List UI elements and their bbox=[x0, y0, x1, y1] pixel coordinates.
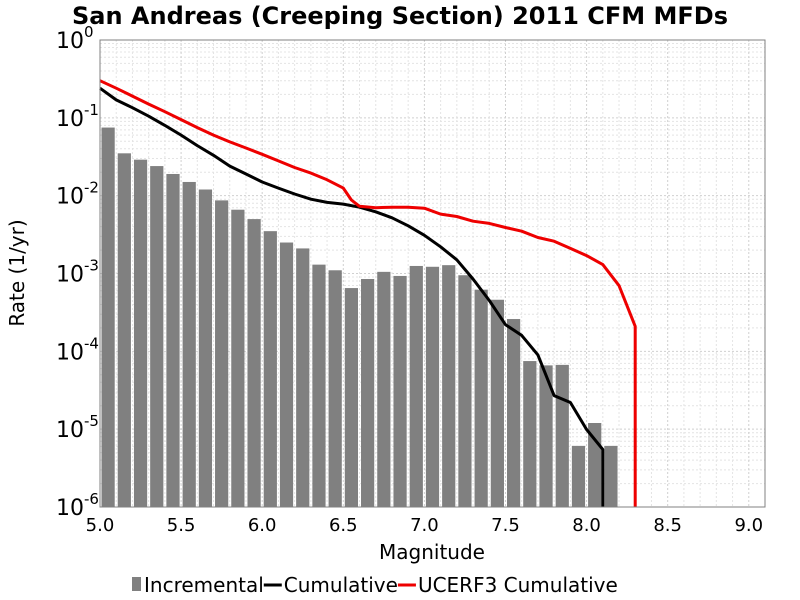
incremental-bar bbox=[166, 173, 180, 508]
x-tick-label: 5.5 bbox=[167, 515, 196, 536]
y-tick-labels: 100 10-1 10-2 10-3 10-4 10-5 10-6 bbox=[56, 23, 99, 521]
x-tick-labels: 5.0 5.5 6.0 6.5 7.0 7.5 8.0 8.5 9.0 bbox=[86, 515, 763, 536]
incremental-bar bbox=[182, 181, 196, 508]
incremental-bar bbox=[604, 445, 618, 507]
legend-swatch-incremental bbox=[132, 577, 141, 591]
legend-label: Incremental bbox=[144, 573, 264, 597]
incremental-bar bbox=[361, 278, 375, 507]
incremental-bar bbox=[328, 270, 342, 507]
y-axis-label: Rate (1/yr) bbox=[5, 219, 29, 326]
incremental-bar bbox=[409, 265, 423, 507]
legend-label: Cumulative bbox=[284, 573, 398, 597]
incremental-bar bbox=[215, 200, 229, 507]
legend: Incremental Cumulative UCERF3 Cumulative bbox=[132, 573, 618, 597]
incremental-bar bbox=[133, 159, 148, 507]
x-tick-label: 6.5 bbox=[329, 515, 358, 536]
incremental-bar bbox=[279, 242, 294, 507]
y-tick-label: 100 bbox=[56, 23, 94, 54]
incremental-bar bbox=[506, 319, 521, 507]
x-tick-label: 7.0 bbox=[410, 515, 439, 536]
incremental-bars bbox=[101, 127, 618, 508]
incremental-bar bbox=[344, 288, 359, 507]
y-tick-label: 10-4 bbox=[56, 334, 99, 365]
chart-title: San Andreas (Creeping Section) 2011 CFM … bbox=[72, 2, 728, 30]
incremental-bar bbox=[263, 231, 277, 507]
x-tick-label: 5.0 bbox=[86, 515, 115, 536]
incremental-bar bbox=[247, 219, 261, 507]
incremental-bar bbox=[377, 271, 391, 507]
x-tick-label: 9.0 bbox=[734, 515, 763, 536]
x-tick-label: 6.0 bbox=[248, 515, 277, 536]
incremental-bar bbox=[539, 365, 553, 507]
incremental-bar bbox=[150, 166, 164, 508]
y-tick-label: 10-6 bbox=[56, 490, 99, 521]
y-tick-label: 10-5 bbox=[56, 412, 99, 443]
incremental-bar bbox=[474, 289, 488, 507]
incremental-bar bbox=[198, 189, 213, 507]
legend-label: UCERF3 Cumulative bbox=[418, 573, 618, 597]
cumulative-lines bbox=[99, 79, 637, 507]
incremental-bar bbox=[490, 299, 504, 507]
incremental-bar bbox=[101, 127, 115, 507]
ucerf3-cumulative-line bbox=[99, 79, 637, 507]
y-tick-label: 10-3 bbox=[56, 257, 99, 288]
incremental-bar bbox=[312, 264, 326, 507]
incremental-bar bbox=[458, 275, 472, 507]
incremental-bar bbox=[571, 445, 586, 507]
x-tick-label: 7.5 bbox=[491, 515, 520, 536]
incremental-bar bbox=[523, 361, 537, 507]
x-tick-label: 8.5 bbox=[653, 515, 682, 536]
y-tick-label: 10-1 bbox=[56, 101, 99, 132]
incremental-bar bbox=[231, 209, 245, 507]
incremental-bar bbox=[117, 153, 131, 507]
incremental-bar bbox=[296, 248, 310, 507]
x-tick-label: 8.0 bbox=[572, 515, 601, 536]
incremental-bar bbox=[442, 265, 456, 507]
incremental-bar bbox=[555, 364, 569, 507]
incremental-bar bbox=[425, 266, 440, 507]
y-tick-label: 10-2 bbox=[56, 179, 99, 210]
plot-frame bbox=[99, 39, 766, 508]
x-axis-label: Magnitude bbox=[379, 540, 485, 564]
incremental-bar bbox=[393, 275, 407, 507]
